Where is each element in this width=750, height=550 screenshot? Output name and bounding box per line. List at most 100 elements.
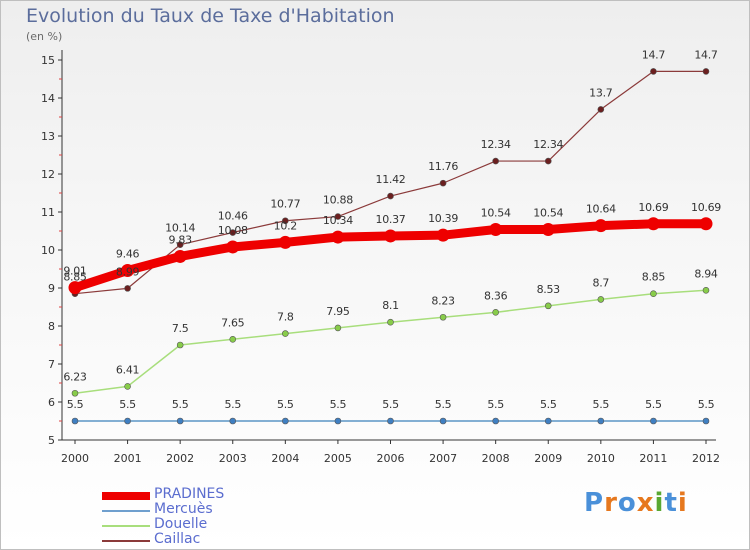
data-label: 5.5 [172,398,189,411]
data-point [492,157,499,165]
data-point [597,106,605,113]
x-tick-label: 2009 [534,452,562,465]
x-tick-label: 2007 [429,452,457,465]
data-point [387,318,394,326]
data-label: 7.5 [172,322,189,335]
data-label: 5.5 [645,398,662,411]
data-point [282,330,289,337]
legend-label: PRADINES [154,486,225,502]
data-label: 8.36 [484,289,508,302]
logo-letter: i [677,488,688,518]
data-label: 10.46 [218,210,248,223]
x-tick-label: 2011 [639,452,667,465]
data-label: 9.46 [116,248,140,261]
data-point [436,228,450,242]
data-point [226,240,240,254]
data-label: 8.99 [116,265,140,278]
data-point [650,68,657,75]
data-label: 11.42 [376,173,406,186]
data-label: 8.94 [694,267,718,280]
data-point [124,383,131,390]
legend-swatch [102,510,150,512]
legend-label: Douelle [154,516,208,532]
data-point [492,417,499,425]
data-label: 10.77 [270,198,300,211]
data-point [176,417,184,425]
y-tick-label: 7 [48,358,55,371]
data-label: 5.5 [330,398,347,411]
logo-letter: t [664,488,678,518]
data-point [387,192,394,200]
data-label: 7.95 [326,305,350,318]
data-label: 11.76 [428,160,458,173]
data-label: 10.2 [274,219,297,232]
data-label: 8.53 [537,283,561,296]
data-point [282,217,289,225]
data-point [229,417,237,425]
x-tick-label: 2004 [271,452,299,465]
data-label: 10.34 [323,214,353,227]
legend-label: Mercuès [154,501,213,517]
data-label: 5.5 [119,398,136,411]
y-tick-label: 11 [41,206,55,219]
data-point [594,219,608,233]
data-label: 10.08 [218,224,248,237]
logo-letter: i [654,488,665,518]
x-tick-label: 2003 [219,452,247,465]
data-point [650,290,657,298]
data-point [229,335,237,343]
data-label: 9.01 [63,265,86,278]
data-label: 10.69 [691,201,721,214]
logo-letter: x [636,488,655,518]
data-label: 5.5 [67,398,84,411]
data-point [597,417,605,425]
data-point [282,417,289,425]
data-label: 8.85 [642,271,666,284]
y-tick-label: 6 [48,396,55,409]
x-tick-label: 2001 [114,452,142,465]
data-point [544,302,552,310]
data-label: 10.37 [376,213,406,226]
data-point [489,222,503,236]
chart-title: Evolution du Taux de Taxe d'Habitation [26,5,395,27]
data-point [702,286,710,294]
legend-swatch [102,540,150,542]
data-point [439,313,447,321]
data-label: 10.69 [638,201,668,214]
data-point [331,230,345,244]
x-tick-label: 2012 [692,452,720,465]
data-label: 14.7 [694,48,718,61]
data-label: 7.8 [277,311,294,324]
data-point [439,179,447,187]
data-label: 5.5 [698,398,715,411]
y-tick-label: 8 [48,320,55,333]
data-point [650,417,657,425]
data-label: 6.23 [63,370,87,383]
data-label: 10.88 [323,194,353,207]
data-label: 10.64 [586,203,616,216]
data-label: 8.85 [63,271,87,284]
data-label: 5.5 [540,398,557,411]
data-point [544,417,552,425]
data-label: 5.5 [277,398,294,411]
x-tick-label: 2002 [166,452,194,465]
data-label: 5.5 [382,398,399,411]
y-tick-label: 15 [41,54,55,67]
data-point [387,417,394,425]
data-label: 10.14 [165,222,195,235]
data-point [176,341,184,349]
x-tick-label: 2010 [587,452,615,465]
data-point [124,285,131,292]
data-point [71,389,79,397]
data-point [492,309,499,316]
data-point [229,229,237,236]
data-point [173,249,187,263]
chart-unit: (en %) [26,30,63,43]
legend-swatch [102,492,150,500]
data-label: 7.65 [221,316,245,329]
data-point [121,264,135,278]
data-label: 5.5 [593,398,610,411]
data-label: 10.54 [481,206,511,219]
y-tick-label: 10 [41,244,55,257]
